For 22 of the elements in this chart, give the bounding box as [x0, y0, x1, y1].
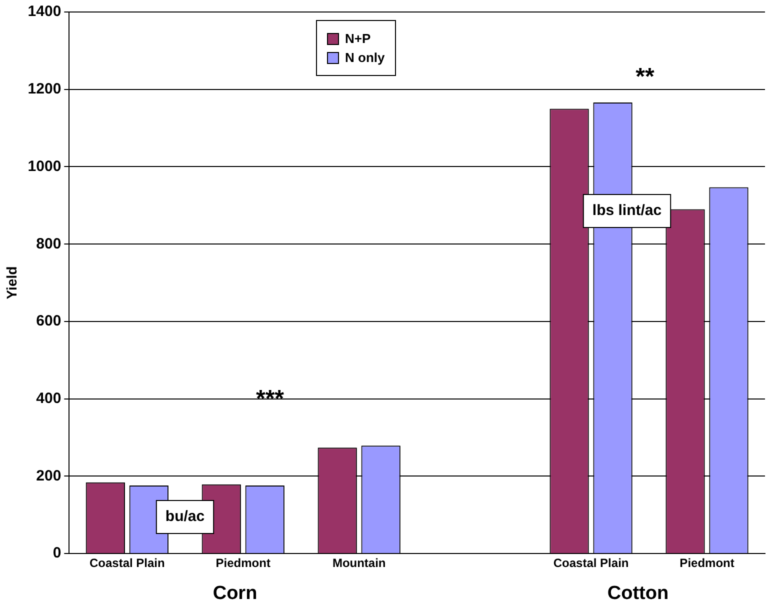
x-tick-label: Coastal Plain [553, 556, 629, 570]
y-tick-label: 1200 [28, 80, 62, 98]
legend-label: N only [345, 50, 385, 65]
text: Cotton [607, 583, 669, 604]
y-tick-label: 0 [52, 544, 62, 562]
x-tick-label: Piedmont [680, 556, 734, 570]
annotation: bu/ac [165, 508, 205, 526]
annotation: lbs lint/ac [592, 202, 662, 220]
x-tick-label: Mountain [332, 556, 386, 570]
x-tick-label: Piedmont [216, 556, 270, 570]
y-tick-label: 400 [36, 390, 62, 407]
y-tick-label: 800 [36, 235, 62, 252]
annotation: *** [256, 386, 285, 413]
legend-label: N+P [345, 31, 371, 46]
y-axis-title: Yield [3, 266, 20, 300]
x-tick-label: Coastal Plain [89, 556, 165, 570]
text: Corn [212, 583, 258, 604]
y-tick-label: 1400 [28, 3, 62, 20]
y-tick-label: 600 [36, 312, 62, 330]
y-tick-label: 200 [36, 467, 62, 484]
y-tick-label: 1000 [28, 158, 62, 175]
annotation: ** [636, 64, 655, 91]
